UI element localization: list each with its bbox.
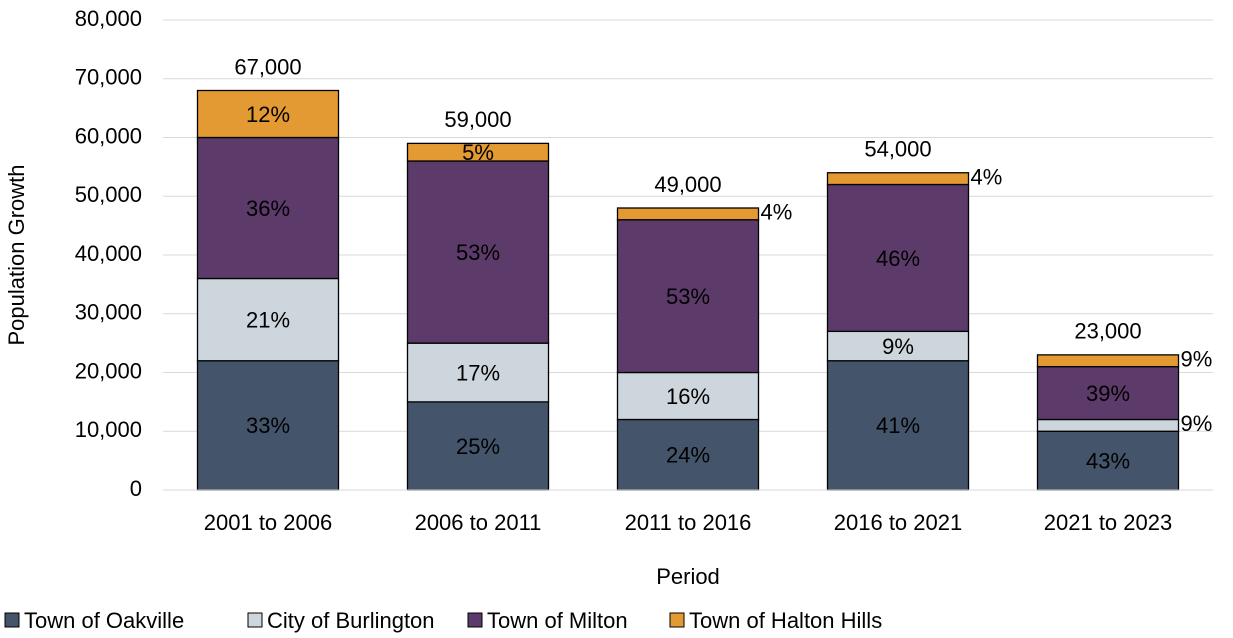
bar-segment <box>1036 365 1180 421</box>
data-label: 25% <box>456 434 500 459</box>
bar-segment <box>616 418 760 491</box>
data-label: 4% <box>971 164 1003 189</box>
data-label: 36% <box>246 196 290 221</box>
y-tick-label: 0 <box>130 476 142 501</box>
bar-segment <box>196 136 340 280</box>
y-tick-label: 10,000 <box>75 417 142 442</box>
x-tick-label: 2021 to 2023 <box>1044 510 1172 535</box>
data-label: 9% <box>882 334 914 359</box>
data-label: 41% <box>876 413 920 438</box>
total-label: 59,000 <box>444 107 511 132</box>
data-label: 33% <box>246 413 290 438</box>
bar-segment <box>826 360 970 491</box>
data-label: 21% <box>246 307 290 332</box>
bar-segment <box>1036 354 1180 368</box>
y-tick-label: 60,000 <box>75 123 142 148</box>
data-label: 12% <box>246 102 290 127</box>
data-label: 5% <box>462 140 494 165</box>
bar-segment <box>406 142 550 162</box>
total-label: 23,000 <box>1074 319 1141 344</box>
legend-label: Town of Oakville <box>24 608 184 633</box>
data-label: 43% <box>1086 448 1130 473</box>
data-label: 17% <box>456 360 500 385</box>
x-tick-label: 2001 to 2006 <box>204 510 332 535</box>
bar-segment <box>826 172 970 186</box>
bar-segment <box>1036 418 1180 432</box>
bar-segment <box>616 207 760 221</box>
data-label: 39% <box>1086 381 1130 406</box>
legend-label: Town of Milton <box>487 608 628 633</box>
bar-segment <box>196 360 340 491</box>
y-tick-label: 20,000 <box>75 358 142 383</box>
x-tick-label: 2011 to 2016 <box>625 510 752 535</box>
data-label: 9% <box>1181 347 1213 372</box>
x-axis-title: Period <box>656 564 720 589</box>
legend-label: City of Burlington <box>267 608 435 633</box>
total-label: 49,000 <box>654 172 721 197</box>
y-axis-title: Population Growth <box>4 165 29 346</box>
data-label: 53% <box>456 240 500 265</box>
legend-swatch <box>247 612 263 628</box>
data-label: 53% <box>666 284 710 309</box>
bar-segment <box>406 342 550 403</box>
y-tick-label: 50,000 <box>75 182 142 207</box>
y-tick-label: 80,000 <box>75 6 142 31</box>
y-tick-label: 40,000 <box>75 241 142 266</box>
bar-segment <box>196 89 340 139</box>
total-label: 54,000 <box>864 137 931 162</box>
y-tick-label: 70,000 <box>75 65 142 90</box>
data-label: 24% <box>666 443 710 468</box>
bar-segment <box>826 330 970 362</box>
total-label: 67,000 <box>234 54 301 79</box>
bar-segment <box>616 219 760 374</box>
bar-segment <box>826 183 970 333</box>
data-label: 16% <box>666 384 710 409</box>
legend-label: Town of Halton Hills <box>689 608 882 633</box>
legend-swatch <box>467 612 483 628</box>
data-label: 9% <box>1181 411 1213 436</box>
x-tick-label: 2006 to 2011 <box>415 510 542 535</box>
y-tick-label: 30,000 <box>75 300 142 325</box>
legend-swatch <box>669 612 685 628</box>
legend-swatch <box>4 612 20 628</box>
bar-segment <box>196 277 340 362</box>
data-label: 4% <box>761 200 793 225</box>
x-tick-label: 2016 to 2021 <box>834 510 962 535</box>
data-label: 46% <box>876 246 920 271</box>
